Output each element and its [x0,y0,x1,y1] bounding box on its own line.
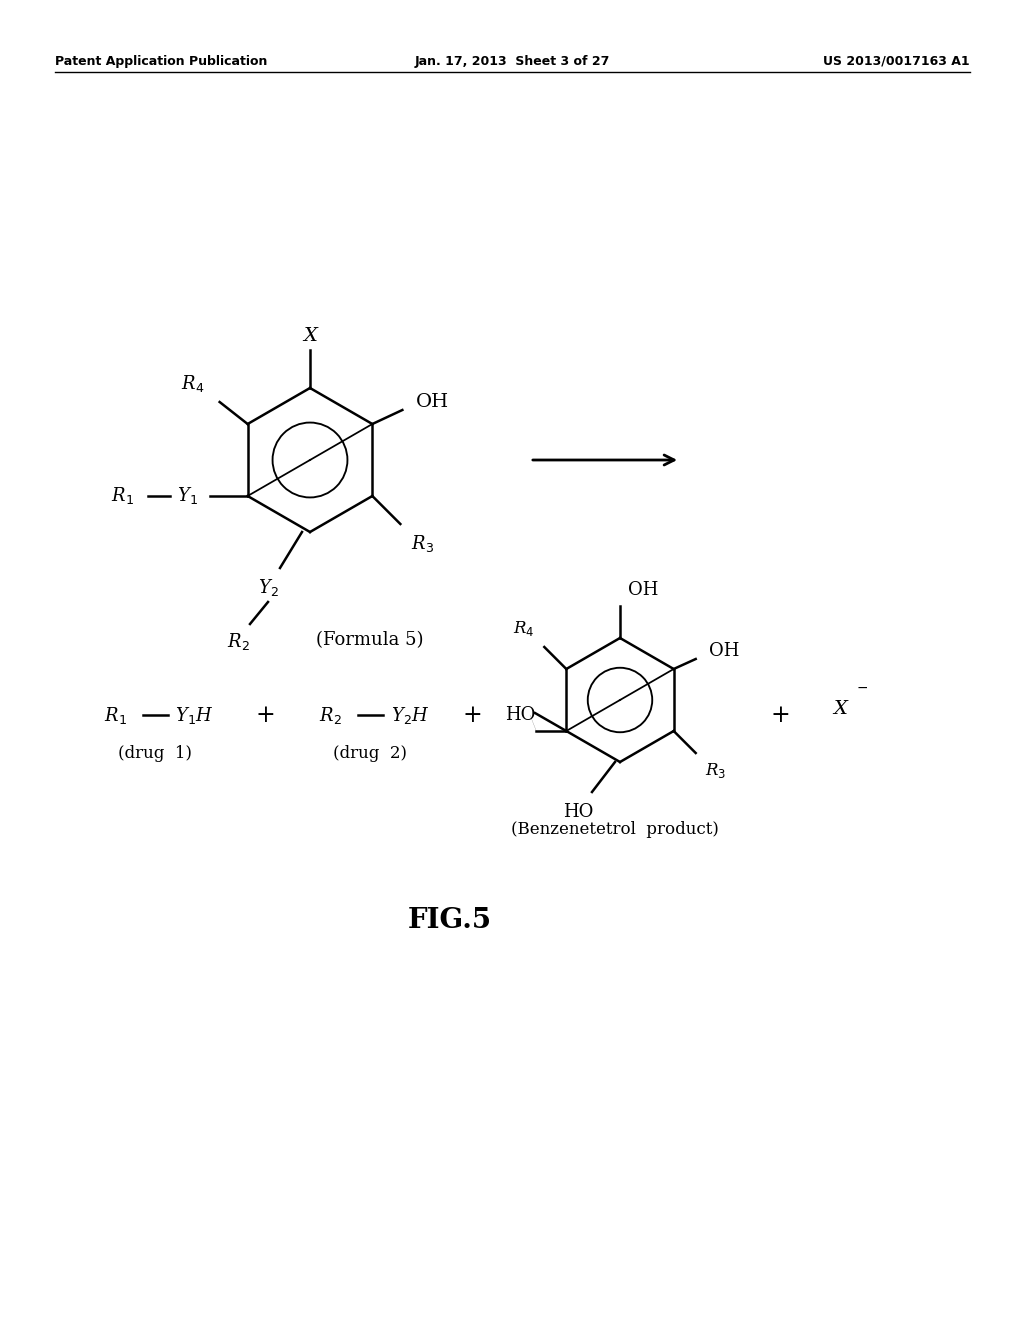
Text: (drug  2): (drug 2) [333,744,407,762]
Text: X: X [834,700,847,718]
Text: HO: HO [563,803,593,821]
Text: Y$_2$: Y$_2$ [258,578,279,598]
Text: Jan. 17, 2013  Sheet 3 of 27: Jan. 17, 2013 Sheet 3 of 27 [415,55,609,69]
Text: US 2013/0017163 A1: US 2013/0017163 A1 [823,55,970,69]
Text: +: + [255,704,274,726]
Text: R$_4$: R$_4$ [513,619,536,639]
Text: R$_1$: R$_1$ [112,486,134,507]
Text: +: + [770,704,790,726]
Text: R$_1$: R$_1$ [103,705,126,726]
Text: FIG.5: FIG.5 [408,907,493,933]
Text: R$_3$: R$_3$ [411,533,434,554]
Text: OH: OH [628,581,658,599]
Text: (Formula 5): (Formula 5) [316,631,424,649]
Text: OH: OH [709,642,739,660]
Text: OH: OH [416,393,449,411]
Text: X: X [303,327,317,345]
Text: R$_2$: R$_2$ [318,705,341,726]
Text: R$_4$: R$_4$ [181,374,204,395]
Text: +: + [462,704,482,726]
Text: R$_3$: R$_3$ [705,762,726,780]
Text: Y$_2$H: Y$_2$H [391,705,429,726]
Text: $^{-}$: $^{-}$ [856,684,868,702]
Text: (Benzenetetrol  product): (Benzenetetrol product) [511,821,719,838]
Text: Y$_1$: Y$_1$ [177,486,198,507]
Text: R$_2$: R$_2$ [226,631,250,652]
Text: HO: HO [505,706,536,723]
Text: (drug  1): (drug 1) [118,744,193,762]
Text: Y$_1$H: Y$_1$H [175,705,213,726]
Text: Patent Application Publication: Patent Application Publication [55,55,267,69]
